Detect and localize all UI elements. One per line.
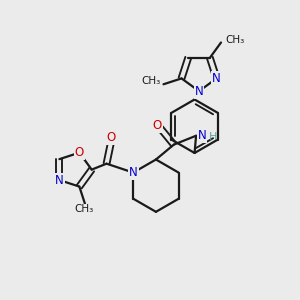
Text: N: N: [198, 129, 206, 142]
Text: N: N: [212, 72, 221, 85]
Text: N: N: [55, 174, 64, 187]
Text: CH₃: CH₃: [74, 204, 94, 214]
Text: O: O: [106, 131, 116, 144]
Text: O: O: [75, 146, 84, 159]
Text: CH₃: CH₃: [141, 76, 160, 86]
Text: H: H: [208, 132, 217, 142]
Text: CH₃: CH₃: [226, 34, 245, 44]
Text: N: N: [129, 166, 138, 179]
Text: O: O: [153, 119, 162, 132]
Text: N: N: [195, 85, 203, 98]
